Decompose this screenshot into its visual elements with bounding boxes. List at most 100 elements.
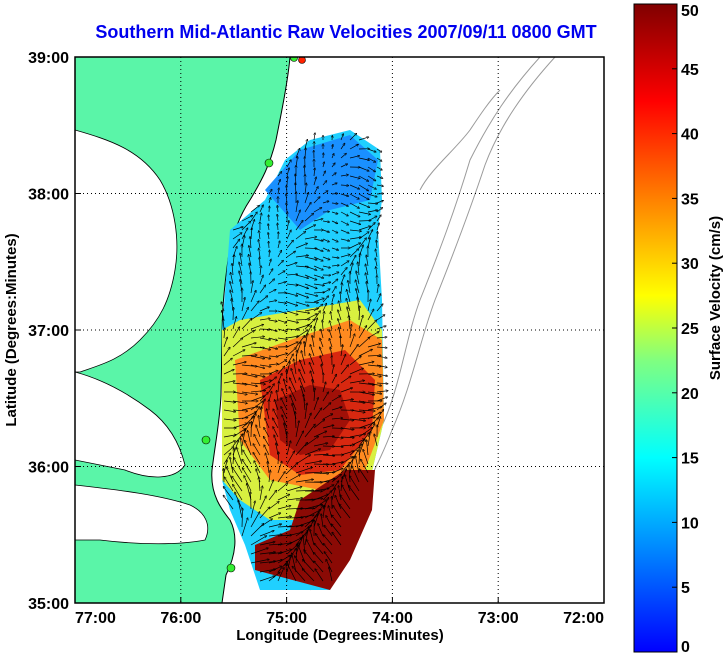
velocity-arrow [268,356,278,357]
velocity-arrow [349,439,364,447]
velocity-arrow [322,455,334,456]
velocity-arrow [313,473,328,474]
velocity-arrow [322,181,327,186]
velocity-arrow [248,431,252,447]
velocity-arrow [306,540,315,555]
velocity-arrow [259,231,260,240]
velocity-arrow [340,336,341,348]
velocity-arrow [277,328,287,331]
velocity-arrow [313,454,328,455]
velocity-arrow [259,355,271,359]
velocity-arrow [274,400,279,411]
velocity-arrow [304,314,317,321]
velocity-arrow [232,429,245,438]
velocity-arrow [268,480,273,492]
velocity-arrow [349,409,365,412]
velocity-arrow [314,168,315,177]
velocity-arrow [304,498,322,501]
velocity-arrow [330,321,333,330]
velocity-arrow [322,472,335,473]
velocity-arrow [250,206,259,213]
velocity-arrow [259,542,275,546]
velocity-arrow [286,564,287,582]
velocity-arrow [259,248,260,258]
velocity-arrow [250,281,253,294]
velocity-arrow [359,447,360,465]
velocity-arrow [291,369,297,384]
velocity-arrow [241,331,254,339]
velocity-arrow [277,337,287,339]
velocity-arrow [332,515,342,528]
current-vector-arrows [221,133,387,582]
velocity-arrow [284,423,288,438]
velocity-arrow [250,325,263,330]
velocity-arrow [299,378,306,393]
velocity-arrow [367,364,381,366]
velocity-arrow [367,193,377,197]
velocity-arrow [331,173,336,177]
velocity-arrow [304,514,318,528]
velocity-arrow [346,299,351,312]
velocity-arrow [367,431,371,447]
velocity-arrow [241,430,245,447]
velocity-arrow [322,256,330,260]
velocity-arrow [286,370,287,384]
velocity-arrow [340,345,343,357]
velocity-arrow [340,355,346,366]
velocity-arrow [304,342,305,357]
velocity-arrow [358,326,367,339]
velocity-arrow [295,310,309,313]
velocity-arrow [295,515,314,519]
velocity-arrow [322,414,332,420]
velocity-arrow [268,470,270,483]
velocity-arrow [324,526,333,537]
velocity-arrow [295,319,310,320]
velocity-arrow [277,366,284,375]
velocity-arrow [376,208,382,213]
velocity-arrow [376,185,383,186]
velocity-arrow [358,315,363,330]
velocity-arrow [323,312,324,321]
velocity-arrow [331,365,334,375]
velocity-arrow [277,526,291,527]
velocity-arrow [304,319,315,330]
velocity-arrow [349,400,365,403]
velocity-arrow [349,356,361,366]
velocity-arrow [268,346,277,349]
velocity-arrow [250,401,263,411]
velocity-arrow [333,506,342,519]
velocity-arrow [367,166,375,172]
velocity-arrow [339,504,351,519]
velocity-arrow [232,391,247,394]
velocity-arrow [223,370,234,375]
x-tick-label: 72:00 [563,610,604,627]
velocity-arrow [277,568,284,582]
velocity-arrow [286,348,296,357]
velocity-arrow [304,308,318,312]
velocity-arrow [223,447,234,456]
velocity-arrow [376,267,377,276]
velocity-arrow [377,232,378,240]
velocity-arrow [367,355,381,356]
velocity-arrow [314,388,315,402]
velocity-arrow [367,223,375,231]
velocity-arrow [268,534,282,537]
velocity-arrow [286,221,289,231]
velocity-arrow [358,362,374,366]
velocity-arrow [331,203,338,204]
velocity-arrow [286,538,302,546]
velocity-arrow [286,475,300,483]
velocity-arrow [304,326,311,339]
velocity-arrow [349,237,361,240]
velocity-arrow [286,160,291,168]
colorbar: 0 5 10 15 20 25 30 35 40 45 50 Surface Velocity (c… [633,3,724,656]
velocity-arrow [348,281,351,294]
velocity-arrow [324,552,333,564]
velocity-arrow [322,425,334,429]
velocity-arrow [286,310,298,315]
velocity-arrow [223,453,231,465]
velocity-arrow [304,183,306,195]
velocity-arrow [331,385,339,393]
velocity-arrow [331,257,339,258]
velocity-arrow [254,435,261,447]
